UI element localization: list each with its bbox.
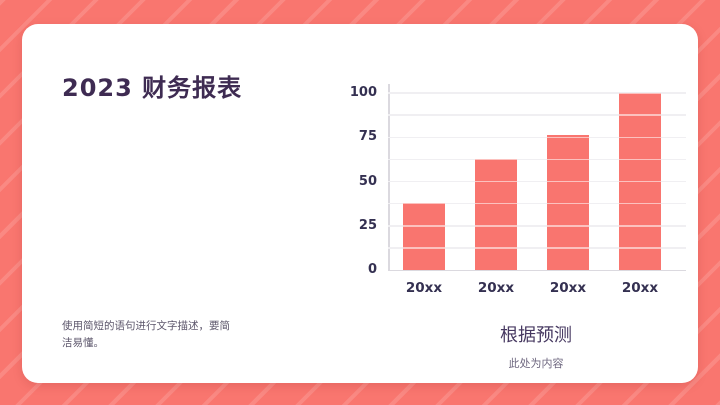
bar [475, 158, 517, 270]
body-text: 使用简短的语句进行文字描述，要简洁易懂。 [62, 320, 230, 350]
x-axis: 20xx 20xx 20xx 20xx [388, 280, 686, 300]
gridline-overlay [388, 225, 686, 227]
gridline-overlay [388, 202, 686, 205]
y-tick-label: 100 [349, 85, 377, 100]
gridline-overlay [388, 136, 686, 138]
x-axis-line [388, 269, 686, 271]
y-axis: 0 25 50 75 100 [343, 86, 377, 276]
chart-plot [388, 84, 686, 271]
gridline-overlay [388, 114, 686, 116]
y-tick-label: 50 [358, 173, 377, 189]
y-tick-label: 75 [358, 129, 377, 145]
chart-caption: 根据预测 此处为内容 [436, 321, 636, 371]
page-title: 2023 财务报表 [62, 74, 243, 102]
caption-subtitle: 此处为内容 [508, 357, 564, 370]
gridline-overlay [388, 158, 686, 161]
gridline-overlay [388, 180, 686, 183]
caption-title: 根据预测 [500, 325, 572, 346]
y-tick-label: 0 [367, 262, 377, 277]
y-tick-label: 25 [358, 217, 377, 233]
gridline-overlay [388, 92, 686, 94]
bar [403, 202, 445, 270]
y-axis-line [388, 84, 390, 270]
gridline-overlay [388, 247, 686, 249]
x-tick-label: 20xx [549, 280, 587, 296]
x-tick-label: 20xx [477, 280, 515, 296]
x-tick-label: 20xx [405, 280, 443, 296]
x-tick-label: 20xx [621, 280, 659, 296]
slide-card: 2023 财务报表 使用简短的语句进行文字描述，要简洁易懂。 0 25 50 75 10… [22, 24, 698, 383]
